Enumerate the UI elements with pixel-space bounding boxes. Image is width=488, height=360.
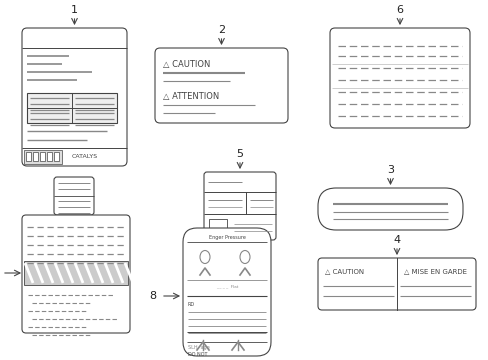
Bar bbox=[40, 152, 45, 161]
Bar bbox=[24, 150, 62, 164]
Bar bbox=[27, 93, 117, 123]
Text: △ MISE EN GARDE: △ MISE EN GARDE bbox=[403, 268, 466, 274]
Text: △ ATTENTION: △ ATTENTION bbox=[163, 91, 219, 100]
FancyBboxPatch shape bbox=[155, 48, 287, 123]
Text: CATALYS: CATALYS bbox=[72, 154, 98, 159]
Text: Enger Pressure: Enger Pressure bbox=[208, 234, 245, 239]
Text: 2: 2 bbox=[218, 25, 224, 35]
FancyBboxPatch shape bbox=[203, 172, 275, 240]
Bar bbox=[54, 152, 59, 161]
FancyBboxPatch shape bbox=[317, 258, 475, 310]
Bar bbox=[33, 152, 38, 161]
FancyBboxPatch shape bbox=[54, 177, 94, 215]
FancyBboxPatch shape bbox=[183, 228, 270, 356]
FancyBboxPatch shape bbox=[317, 188, 462, 230]
Text: 4: 4 bbox=[393, 235, 400, 245]
Bar bbox=[24, 261, 128, 285]
Text: 1: 1 bbox=[71, 5, 78, 15]
Text: DO NOT: DO NOT bbox=[187, 351, 207, 356]
Text: 8: 8 bbox=[149, 291, 156, 301]
FancyBboxPatch shape bbox=[22, 215, 130, 333]
Text: △ CAUTION: △ CAUTION bbox=[163, 59, 210, 68]
Text: △ CAUTION: △ CAUTION bbox=[325, 268, 364, 274]
Ellipse shape bbox=[240, 251, 249, 264]
Bar bbox=[26, 152, 31, 161]
Text: SLH  age: SLH age bbox=[187, 346, 209, 351]
Ellipse shape bbox=[200, 251, 209, 264]
FancyBboxPatch shape bbox=[22, 28, 127, 166]
Text: 3: 3 bbox=[386, 165, 393, 175]
Text: 5: 5 bbox=[236, 149, 243, 159]
Text: 6: 6 bbox=[396, 5, 403, 15]
Bar bbox=[208, 219, 226, 235]
Bar bbox=[47, 152, 52, 161]
Text: _ _ _ _  Flat: _ _ _ _ Flat bbox=[215, 284, 238, 288]
Text: RD: RD bbox=[187, 302, 195, 306]
FancyBboxPatch shape bbox=[329, 28, 469, 128]
